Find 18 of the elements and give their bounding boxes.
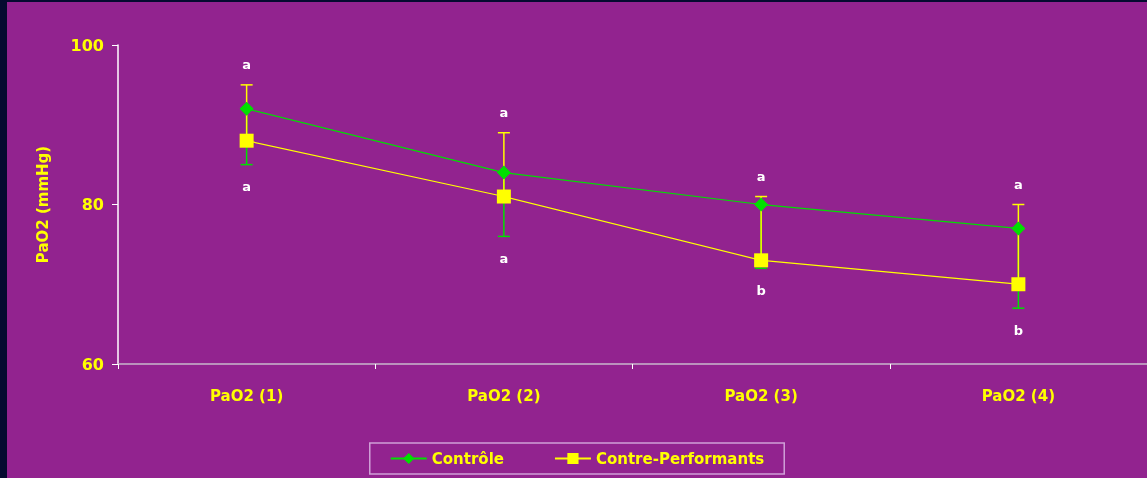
legend-label: Contre-Performants (595, 449, 765, 468)
legend-label: Contrôle (431, 449, 504, 468)
y-tick-label: 60 (81, 354, 104, 374)
annotation: a (756, 169, 766, 185)
x-tick-label: PaO2 (2) (467, 386, 541, 405)
x-tick-label: PaO2 (4) (981, 386, 1056, 405)
y-tick-label: 100 (70, 35, 104, 55)
annotation: a (499, 105, 509, 121)
annotation: a (242, 57, 252, 73)
annotation: a (242, 179, 252, 195)
annotation: b (1013, 322, 1024, 338)
annotation: b (756, 282, 766, 298)
annotation: a (1013, 177, 1023, 192)
annotation: a (499, 250, 509, 266)
x-tick-label: PaO2 (1) (209, 386, 284, 405)
y-axis-title: PaO2 (mmHg) (33, 145, 52, 264)
y-tick-label: 80 (81, 195, 104, 214)
x-tick-label: PaO2 (3) (724, 386, 798, 405)
